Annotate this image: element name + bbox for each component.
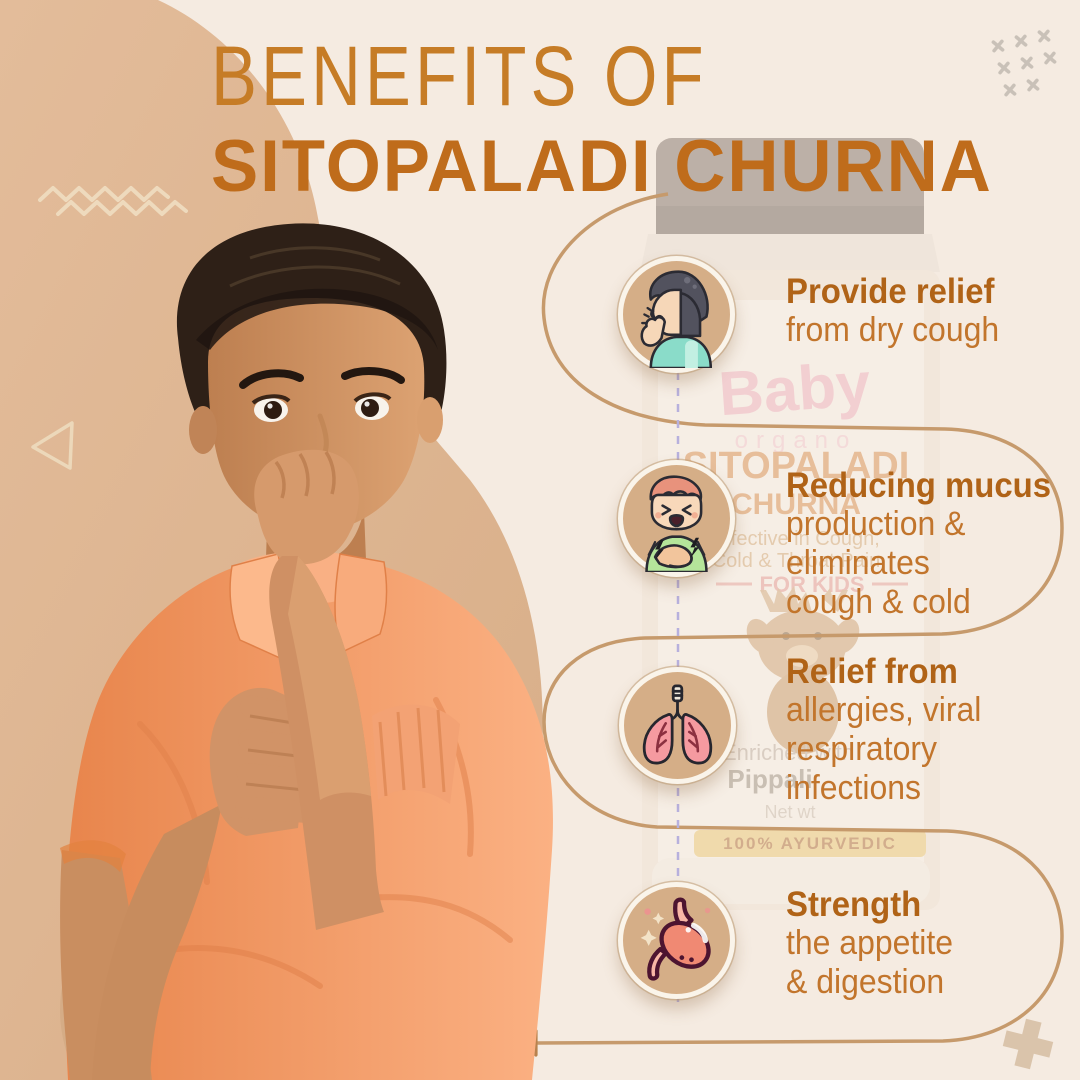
bottle-for-kids: FOR KIDS	[759, 572, 864, 597]
benefit-text-1: Provide relief from dry cough	[786, 272, 1068, 350]
connector-curve	[536, 192, 1064, 1045]
benefit-line: & digestion	[786, 963, 945, 1001]
lungs-icon	[642, 684, 713, 765]
title-line-2: SITOPALADI CHURNA	[211, 126, 993, 207]
bottle-brand-sub: organo	[735, 427, 858, 454]
benefit-line: infections	[786, 769, 922, 807]
deer-mascot	[746, 586, 860, 754]
benefit-heading: Reducing mucus	[786, 466, 1052, 505]
boy-photo	[60, 223, 553, 1080]
bottle-tagline2: Cold & Throat Pain	[712, 550, 881, 572]
benefit-heading: Relief from	[786, 652, 958, 691]
benefit-line: from dry cough	[786, 311, 1000, 349]
benefit-line: the appetite	[786, 924, 954, 962]
benefit-icon-circle-1	[618, 256, 735, 373]
benefit-line: allergies, viral	[786, 691, 982, 729]
bottle-product-name2: CHURNA	[731, 488, 861, 521]
benefit-heading: Strength	[786, 885, 922, 924]
bottle-tagline: Effective in Cough,	[712, 528, 880, 550]
benefit-text-3: Relief from allergies, viral respiratory…	[786, 652, 1068, 808]
bottle-brand: Baby	[717, 350, 874, 429]
benefit-heading: Provide relief	[786, 272, 995, 311]
benefit-icon-circle-3	[619, 667, 736, 784]
benefit-line: eliminates	[786, 544, 930, 582]
coughing-person-icon	[640, 270, 713, 368]
benefit-icon-circle-4	[618, 882, 735, 999]
sick-person-icon	[645, 475, 708, 572]
zigzag-lines	[38, 186, 188, 216]
triangle-outline-icon	[31, 421, 74, 470]
benefit-text-2: Reducing mucus production & eliminates c…	[786, 466, 1068, 622]
bottle-net-wt: Net wt	[764, 802, 815, 822]
page-title: BENEFITS OF SITOPALADI CHURNA	[211, 34, 1017, 203]
title-line-1: BENEFITS OF	[211, 29, 708, 123]
benefit-line: respiratory	[786, 730, 937, 768]
bottle-enriched: Enriched with	[722, 740, 854, 765]
benefit-icon-circle-2	[618, 460, 735, 577]
bottle-ayurvedic: 100% AYURVEDIC	[723, 834, 897, 853]
benefit-line: cough & cold	[786, 583, 971, 621]
bottle-enriched2: Pippali	[727, 764, 812, 794]
benefit-line: production &	[786, 505, 966, 543]
stomach-icon	[640, 897, 711, 981]
plus-icon	[1002, 1018, 1054, 1070]
cross-marks	[991, 29, 1057, 97]
benefit-text-4: Strength the appetite & digestion	[786, 885, 1068, 1002]
